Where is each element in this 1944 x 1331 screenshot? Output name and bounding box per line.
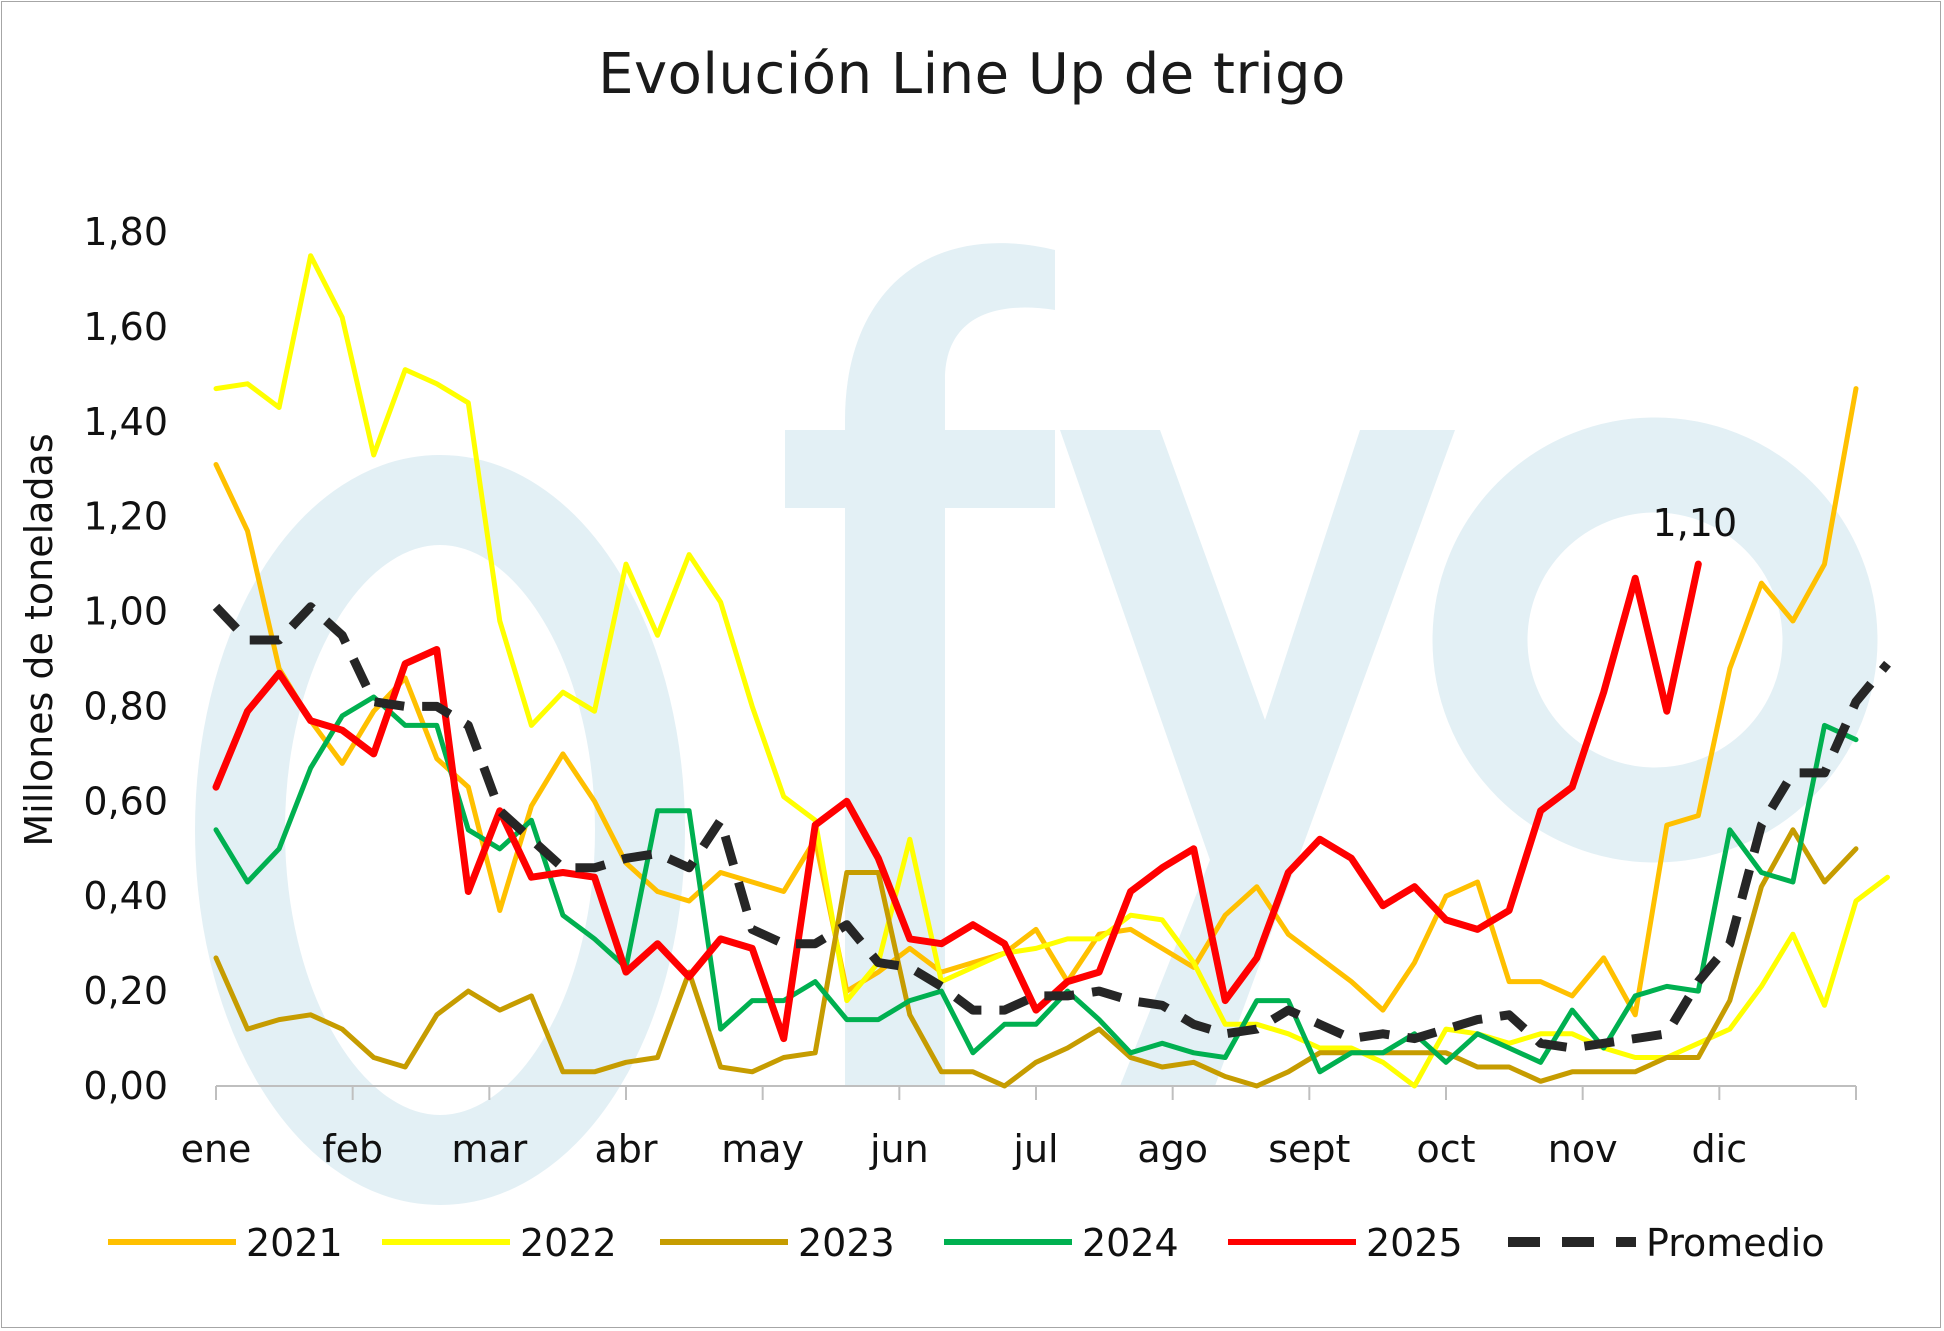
y-tick-label: 1,00	[83, 590, 168, 634]
x-tick-label: abr	[594, 1127, 657, 1171]
x-tick-label: mar	[451, 1127, 527, 1171]
y-tick-label: 0,80	[83, 684, 168, 728]
legend-item-2023: 2023	[660, 1221, 895, 1265]
x-tick-label: may	[721, 1127, 804, 1171]
legend-label: 2023	[798, 1221, 895, 1265]
x-tick-label: nov	[1548, 1127, 1618, 1171]
annotation-label: 1,10	[1653, 501, 1738, 545]
x-axis-ticks: ene feb mar abr may jun jul ago sept oct nov dic	[181, 1086, 1857, 1171]
legend-item-2025: 2025	[1228, 1221, 1463, 1265]
x-tick-label: jun	[869, 1127, 929, 1171]
legend: 2021 2022 2023 2024 2025 Promedio	[108, 1221, 1825, 1265]
legend-item-promedio: Promedio	[1508, 1221, 1825, 1265]
x-tick-label: dic	[1692, 1127, 1748, 1171]
y-tick-label: 0,20	[83, 969, 168, 1013]
annotations: 1,10	[1653, 501, 1738, 545]
series-lines	[212, 253, 1891, 1089]
x-tick-label: feb	[322, 1127, 383, 1171]
series-line-promedio	[212, 602, 1891, 1053]
y-tick-label: 1,20	[83, 495, 168, 539]
x-tick-label: ene	[181, 1127, 252, 1171]
y-tick-label: 1,80	[83, 210, 168, 254]
legend-item-2024: 2024	[944, 1221, 1179, 1265]
y-tick-label: 0,60	[83, 779, 168, 823]
chart-title: Evolución Line Up de trigo	[598, 42, 1346, 107]
y-tick-label: 0,00	[83, 1064, 168, 1108]
legend-item-2022: 2022	[382, 1221, 617, 1265]
legend-label: 2021	[246, 1221, 343, 1265]
y-tick-label: 0,40	[83, 874, 168, 918]
watermark-letter-f-bar	[785, 430, 1055, 508]
series-line-2022	[213, 253, 1890, 1089]
series-line-2025	[212, 560, 1702, 1043]
legend-label: 2022	[520, 1221, 617, 1265]
y-tick-label: 1,40	[83, 400, 168, 444]
y-axis-ticks: 0,00 0,20 0,40 0,60 0,80 1,00 1,20 1,40 1,60 1,80	[83, 210, 168, 1108]
legend-label: 2024	[1082, 1221, 1179, 1265]
fyo-watermark-logo	[195, 243, 1878, 1205]
x-tick-label: sept	[1268, 1127, 1350, 1171]
x-tick-label: jul	[1012, 1127, 1058, 1171]
watermark-letter-o	[195, 455, 685, 1205]
watermark-letter-o2	[1432, 417, 1878, 863]
x-tick-label: oct	[1416, 1127, 1475, 1171]
series-line-2021	[213, 386, 1859, 1018]
y-axis-label: Millones de toneladas	[17, 433, 61, 846]
x-tick-label: ago	[1137, 1127, 1208, 1171]
y-tick-label: 1,60	[83, 305, 168, 349]
series-line-2024	[213, 694, 1859, 1075]
legend-item-2021: 2021	[108, 1221, 343, 1265]
legend-label: Promedio	[1646, 1221, 1825, 1265]
watermark-letter-y	[1060, 430, 1455, 1086]
series-line-2023	[213, 827, 1859, 1089]
legend-label: 2025	[1366, 1221, 1463, 1265]
